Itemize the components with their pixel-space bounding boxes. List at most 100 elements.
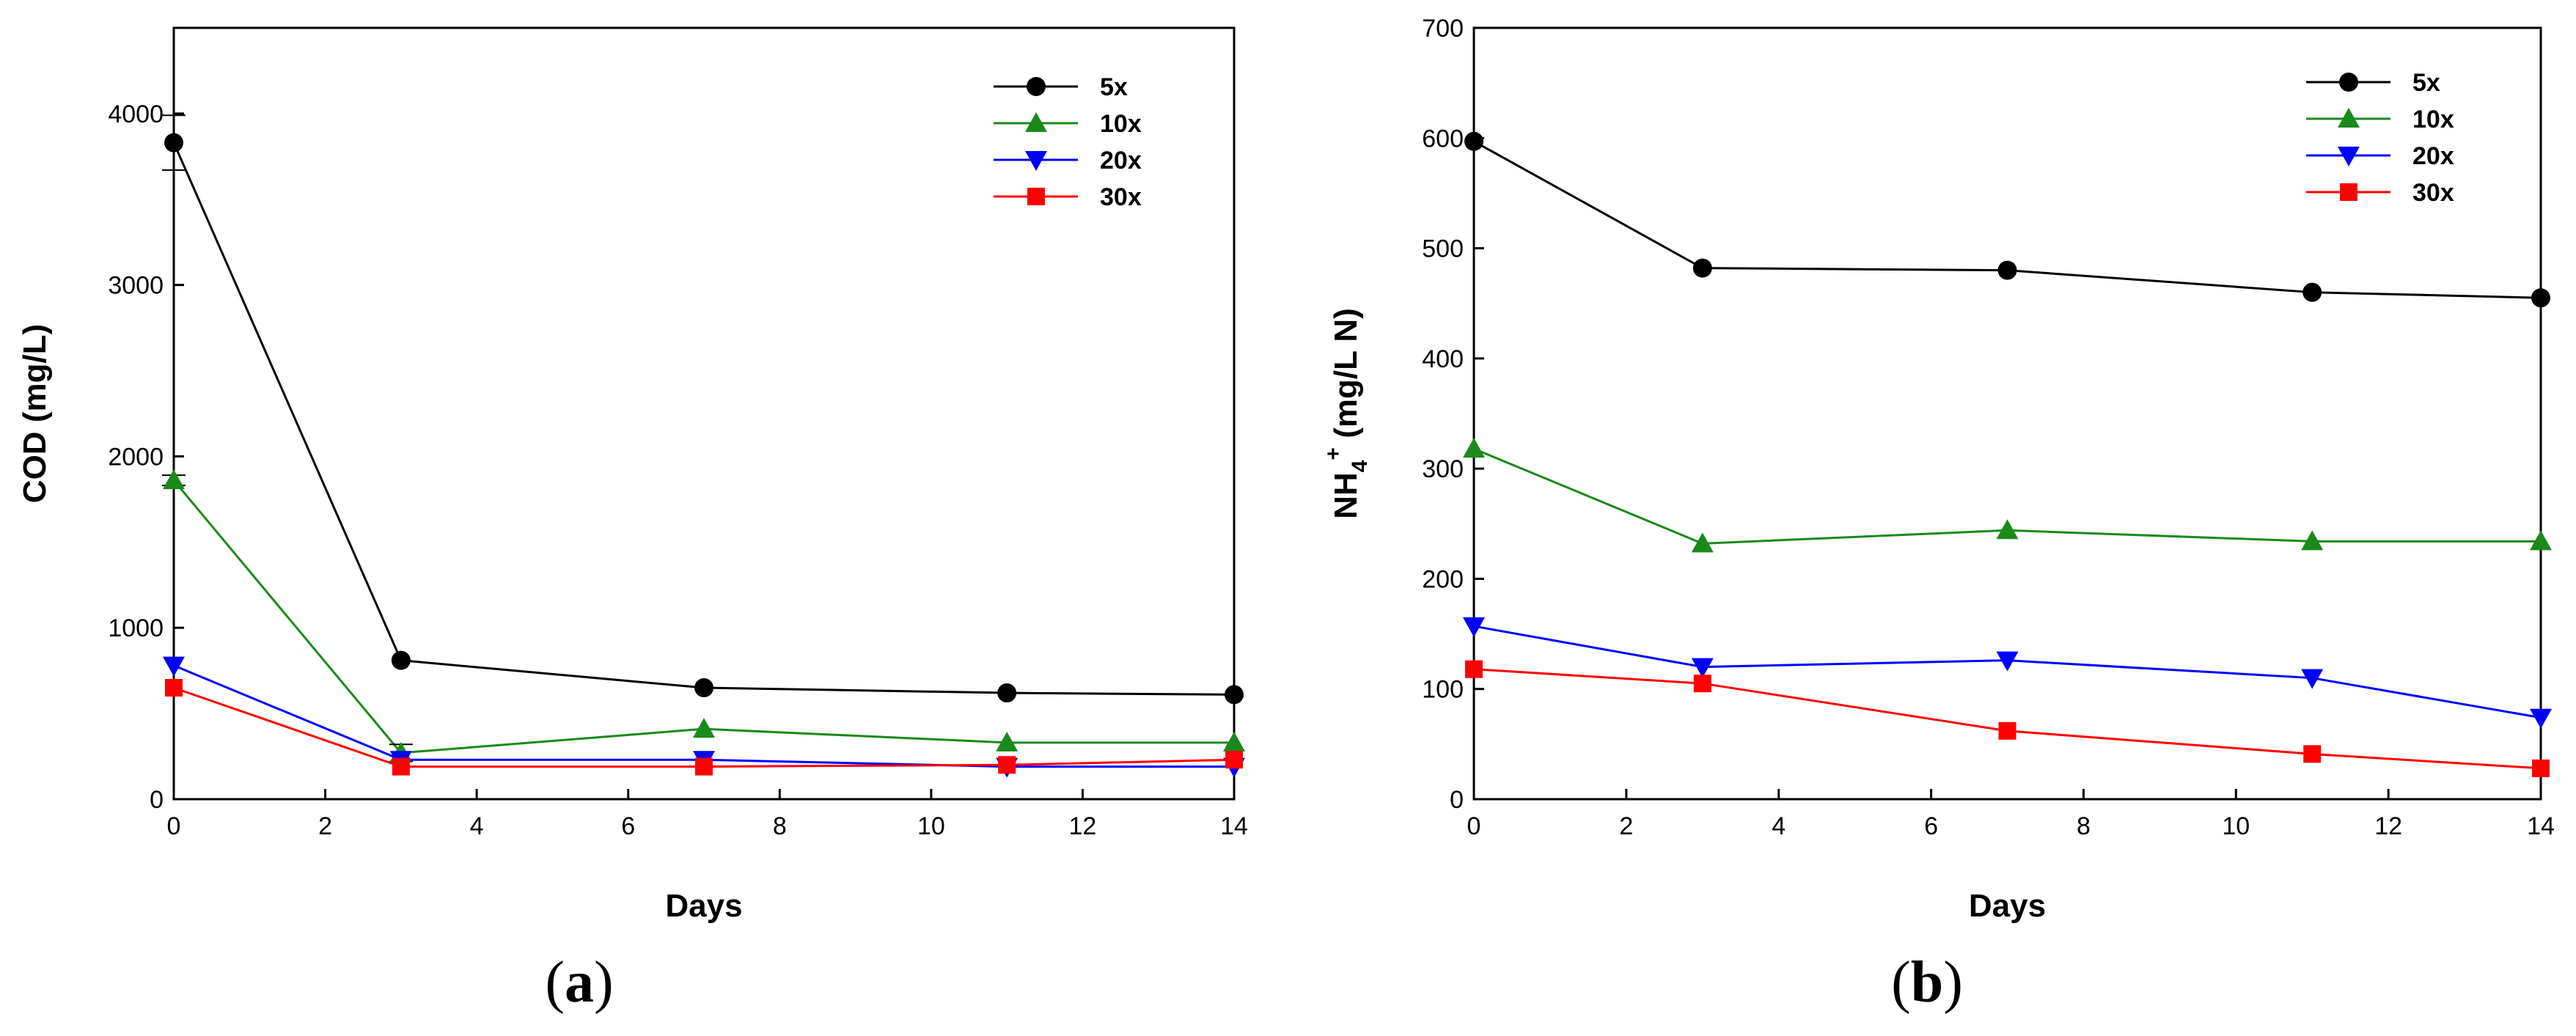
data-point [2531, 288, 2550, 308]
y-tick-label: 500 [1422, 235, 1464, 263]
data-point [1463, 438, 1485, 458]
x-tick-label: 14 [2527, 812, 2555, 840]
y-axis-label: NH4+ (mg/L N) [1321, 308, 1372, 519]
data-point [2303, 745, 2322, 763]
legend-marker [1025, 151, 1047, 171]
data-point [1691, 532, 1714, 553]
data-point [163, 656, 185, 677]
series-30x [1465, 660, 2550, 777]
data-point [693, 718, 715, 738]
legend-label: 30x [2412, 179, 2454, 207]
series-5x [1464, 131, 2550, 308]
panel-label-a: (a) [545, 950, 614, 1015]
legend-marker [2338, 108, 2360, 128]
y-tick-label: 2000 [108, 443, 164, 471]
legend-label: 20x [1100, 147, 1142, 174]
legend-marker [1025, 112, 1047, 132]
y-tick-label: 700 [1422, 15, 1464, 43]
x-tick-label: 12 [1069, 812, 1097, 840]
data-point [2301, 530, 2324, 551]
series-line [1473, 625, 2542, 719]
data-point [165, 679, 183, 697]
y-tick-label: 200 [1422, 565, 1464, 593]
data-point [997, 683, 1017, 703]
data-point [1691, 658, 1714, 678]
data-point [392, 757, 410, 776]
x-tick-label: 6 [621, 812, 635, 840]
data-point [2301, 669, 2324, 689]
x-tick-label: 10 [917, 812, 945, 840]
x-axis-label: Days [1969, 888, 2046, 924]
data-point [1225, 685, 1244, 705]
series-10x [1463, 438, 2552, 553]
data-point [1223, 731, 1245, 752]
x-tick-label: 8 [2077, 812, 2091, 840]
data-point [1693, 675, 1711, 693]
legend-marker [2339, 73, 2358, 92]
x-tick-label: 4 [470, 812, 484, 840]
legend-marker [1027, 188, 1045, 205]
x-tick-label: 2 [1619, 812, 1633, 840]
data-point [1996, 651, 2019, 672]
data-point [1998, 721, 2017, 740]
data-point [1465, 660, 1483, 678]
legend-marker [2338, 147, 2360, 166]
y-tick-label: 3000 [108, 272, 164, 300]
data-point [996, 731, 1019, 752]
x-tick-label: 0 [167, 812, 181, 840]
y-tick-label: 1000 [108, 614, 164, 642]
data-point [2532, 759, 2550, 777]
chart-b: 0 2 4 6 8 10 12 14 0 100 200 300 400 500 600 700 Days NH4… [1321, 15, 2555, 924]
data-point [1997, 260, 2017, 280]
legend-label: 10x [2412, 106, 2454, 133]
legend-label: 30x [1100, 183, 1142, 211]
x-tick-label: 12 [2374, 812, 2402, 840]
series-10x [162, 469, 1245, 763]
y-axis-label: COD (mg/L) [17, 324, 53, 503]
data-point [1996, 519, 2019, 540]
chart-a: 0 2 4 6 8 10 12 14 0 1000 2000 3000 4000 Days COD (mg/… [17, 26, 1248, 924]
series-line [172, 142, 1235, 696]
data-point [694, 678, 713, 698]
data-point [1692, 258, 1712, 278]
x-tick-label: 10 [2222, 812, 2250, 840]
legend-label: 5x [2412, 69, 2440, 97]
x-tick-label: 8 [773, 812, 787, 840]
data-point [391, 650, 411, 670]
series-20x [1463, 617, 2552, 729]
data-point [2302, 282, 2322, 302]
data-point [998, 756, 1016, 774]
series-30x [165, 679, 1243, 776]
x-tick-label: 6 [1924, 812, 1938, 840]
legend-marker [2340, 183, 2357, 201]
legend-label: 5x [1100, 73, 1128, 101]
y-tick-label: 600 [1422, 125, 1464, 153]
x-axis-label: Days [665, 888, 742, 924]
legend-marker [1027, 77, 1046, 96]
x-tick-label: 0 [1467, 812, 1481, 840]
plot-frame [172, 26, 1236, 801]
data-point [1464, 131, 1483, 151]
x-tick-label: 4 [1772, 812, 1786, 840]
y-tick-label: 400 [1422, 345, 1464, 373]
y-tick-label: 0 [150, 786, 164, 814]
data-point [1463, 617, 1485, 638]
data-point [163, 469, 185, 490]
series-line [1473, 668, 2542, 770]
y-tick-label: 0 [1450, 786, 1464, 814]
legend-label: 10x [1100, 110, 1142, 138]
data-point [164, 133, 183, 153]
y-tick-label: 4000 [108, 100, 164, 128]
data-point [2530, 708, 2552, 729]
data-point [695, 757, 713, 776]
data-point [2530, 530, 2552, 551]
x-tick-label: 2 [318, 812, 332, 840]
panel-label-b: (b) [1891, 950, 1963, 1015]
y-tick-label: 100 [1422, 676, 1464, 704]
legend-label: 20x [2412, 142, 2454, 170]
series-5x [162, 114, 1244, 705]
data-point [1225, 751, 1243, 769]
series-line [172, 480, 1234, 754]
x-tick-label: 14 [1220, 812, 1248, 840]
